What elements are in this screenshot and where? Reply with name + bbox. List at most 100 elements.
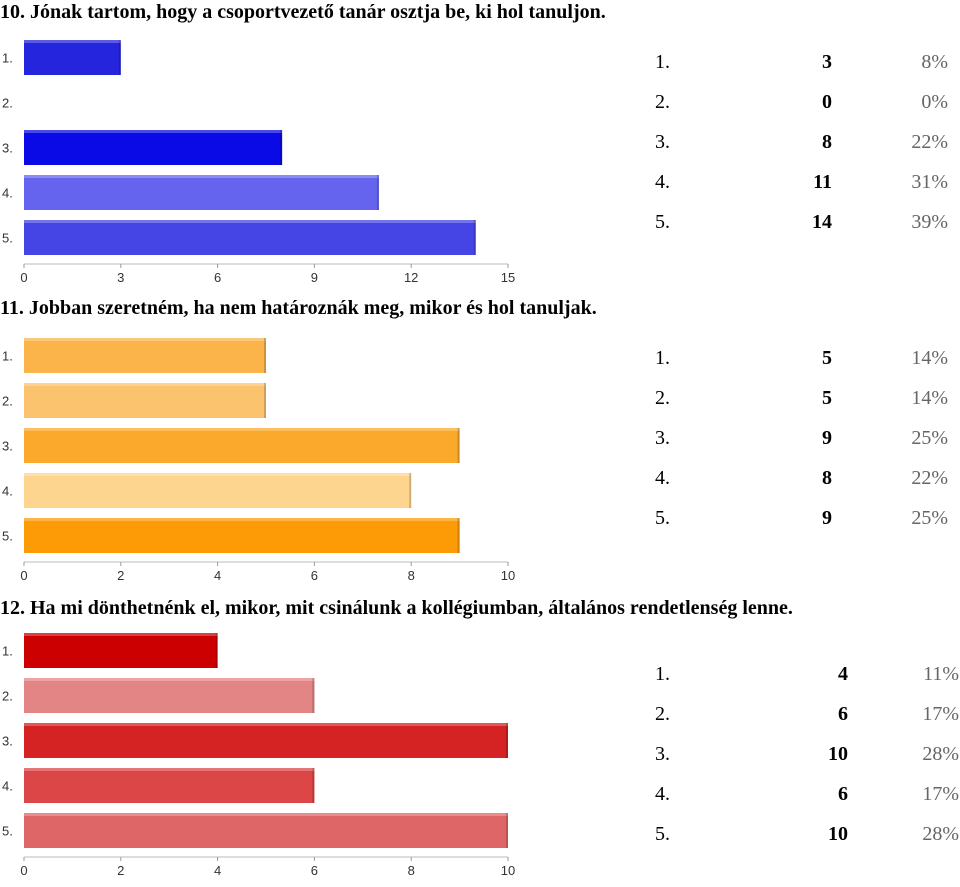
bar	[24, 813, 508, 848]
x-tick-label: 3	[117, 270, 124, 285]
y-category-label: 2.	[2, 96, 13, 111]
bar-highlight	[24, 175, 379, 178]
question-11-chart: 0 2 4 6 8 10 1. 2. 3. 4. 5.	[2, 338, 515, 583]
stat-count: 5	[822, 347, 832, 369]
stat-option-label: 5.	[655, 211, 670, 233]
bar	[24, 40, 121, 75]
bar-highlight	[24, 130, 283, 133]
stat-option-label: 5.	[655, 823, 670, 845]
bar	[24, 678, 315, 713]
stat-option-label: 3.	[655, 743, 670, 765]
bar-highlight	[24, 768, 315, 771]
bar-highlight	[24, 220, 476, 223]
x-tick-label: 10	[501, 568, 515, 583]
question-10-title: 10. Jónak tartom, hogy a csoportvezető t…	[0, 1, 606, 23]
stat-percent: 17%	[922, 783, 959, 805]
y-category-label: 4.	[2, 779, 13, 794]
stat-count: 5	[822, 387, 832, 409]
stat-count: 8	[822, 467, 832, 489]
stat-option-label: 3.	[655, 131, 670, 153]
bar-highlight	[24, 428, 460, 431]
stat-percent: 22%	[911, 131, 948, 153]
y-category-label: 5.	[2, 529, 13, 544]
bar-edge	[409, 473, 412, 508]
question-11-title: 11. Jobban szeretném, ha nem határoznák …	[0, 297, 597, 319]
y-category-label: 2.	[2, 689, 13, 704]
stat-count: 3	[822, 51, 832, 73]
stat-row: 4. 8 22%	[655, 466, 955, 490]
stat-percent: 14%	[911, 387, 948, 409]
bar	[24, 130, 283, 165]
stat-option-label: 4.	[655, 467, 670, 489]
bar-edge	[457, 518, 460, 553]
bar-edge	[280, 130, 283, 165]
y-category-label: 1.	[2, 51, 13, 66]
bar	[24, 633, 218, 668]
x-tick-label: 4	[214, 863, 221, 878]
y-category-label: 3.	[2, 439, 13, 454]
stat-option-label: 4.	[655, 783, 670, 805]
question-10-chart: 0 3 6 9 12 15 1. 2. 3. 4. 5.	[2, 40, 515, 285]
x-tick-label: 9	[311, 270, 318, 285]
stat-percent: 0%	[921, 91, 948, 113]
bar	[24, 428, 460, 463]
bar-highlight	[24, 383, 266, 386]
stat-percent: 8%	[921, 51, 948, 73]
stat-count: 6	[838, 703, 848, 725]
bar	[24, 383, 266, 418]
x-tick-label: 0	[20, 270, 27, 285]
x-tick-label: 2	[117, 863, 124, 878]
stat-percent: 39%	[911, 211, 948, 233]
bar	[24, 175, 379, 210]
bar	[24, 338, 266, 373]
bar-edge	[215, 633, 218, 668]
x-tick-label: 8	[408, 863, 415, 878]
stat-row: 5. 9 25%	[655, 506, 955, 530]
bar-highlight	[24, 813, 508, 816]
stat-row: 5. 10 28%	[655, 822, 959, 846]
stat-count: 10	[828, 823, 848, 845]
stat-option-label: 4.	[655, 171, 670, 193]
x-tick-label: 6	[214, 270, 221, 285]
stat-row: 2. 6 17%	[655, 702, 959, 726]
bar-edge	[506, 813, 508, 848]
x-tick-label: 10	[501, 863, 515, 878]
y-category-label: 3.	[2, 141, 13, 156]
x-tick-label: 0	[20, 568, 27, 583]
stat-count: 10	[828, 743, 848, 765]
bar-highlight	[24, 678, 315, 681]
stat-count: 11	[813, 171, 832, 193]
y-category-label: 1.	[2, 349, 13, 364]
stat-row: 3. 10 28%	[655, 742, 959, 766]
bar	[24, 768, 315, 803]
x-tick-label: 4	[214, 568, 221, 583]
stat-row: 1. 5 14%	[655, 346, 955, 370]
y-category-label: 5.	[2, 824, 13, 839]
stat-count: 8	[822, 131, 832, 153]
bar-edge	[376, 175, 379, 210]
bar-highlight	[24, 723, 508, 726]
y-category-label: 5.	[2, 231, 13, 246]
stat-count: 9	[822, 507, 832, 529]
stat-percent: 25%	[911, 507, 948, 529]
stat-option-label: 1.	[655, 51, 670, 73]
x-tick-label: 2	[117, 568, 124, 583]
stat-count: 14	[812, 211, 832, 233]
y-category-label: 4.	[2, 186, 13, 201]
x-tick-label: 6	[311, 568, 318, 583]
bar	[24, 473, 412, 508]
y-category-label: 4.	[2, 484, 13, 499]
stat-percent: 17%	[922, 703, 959, 725]
question-12-title: 12. Ha mi dönthetnénk el, mikor, mit csi…	[0, 597, 793, 619]
bar-edge	[473, 220, 476, 255]
stat-percent: 31%	[911, 171, 948, 193]
stat-row: 1. 3 8%	[655, 50, 955, 74]
y-category-label: 1.	[2, 644, 13, 659]
x-tick-label: 15	[501, 270, 515, 285]
stat-row: 3. 8 22%	[655, 130, 955, 154]
y-category-label: 2.	[2, 394, 13, 409]
x-tick-label: 8	[408, 568, 415, 583]
bar-edge	[506, 723, 508, 758]
stat-count: 9	[822, 427, 832, 449]
bar-edge	[457, 428, 460, 463]
